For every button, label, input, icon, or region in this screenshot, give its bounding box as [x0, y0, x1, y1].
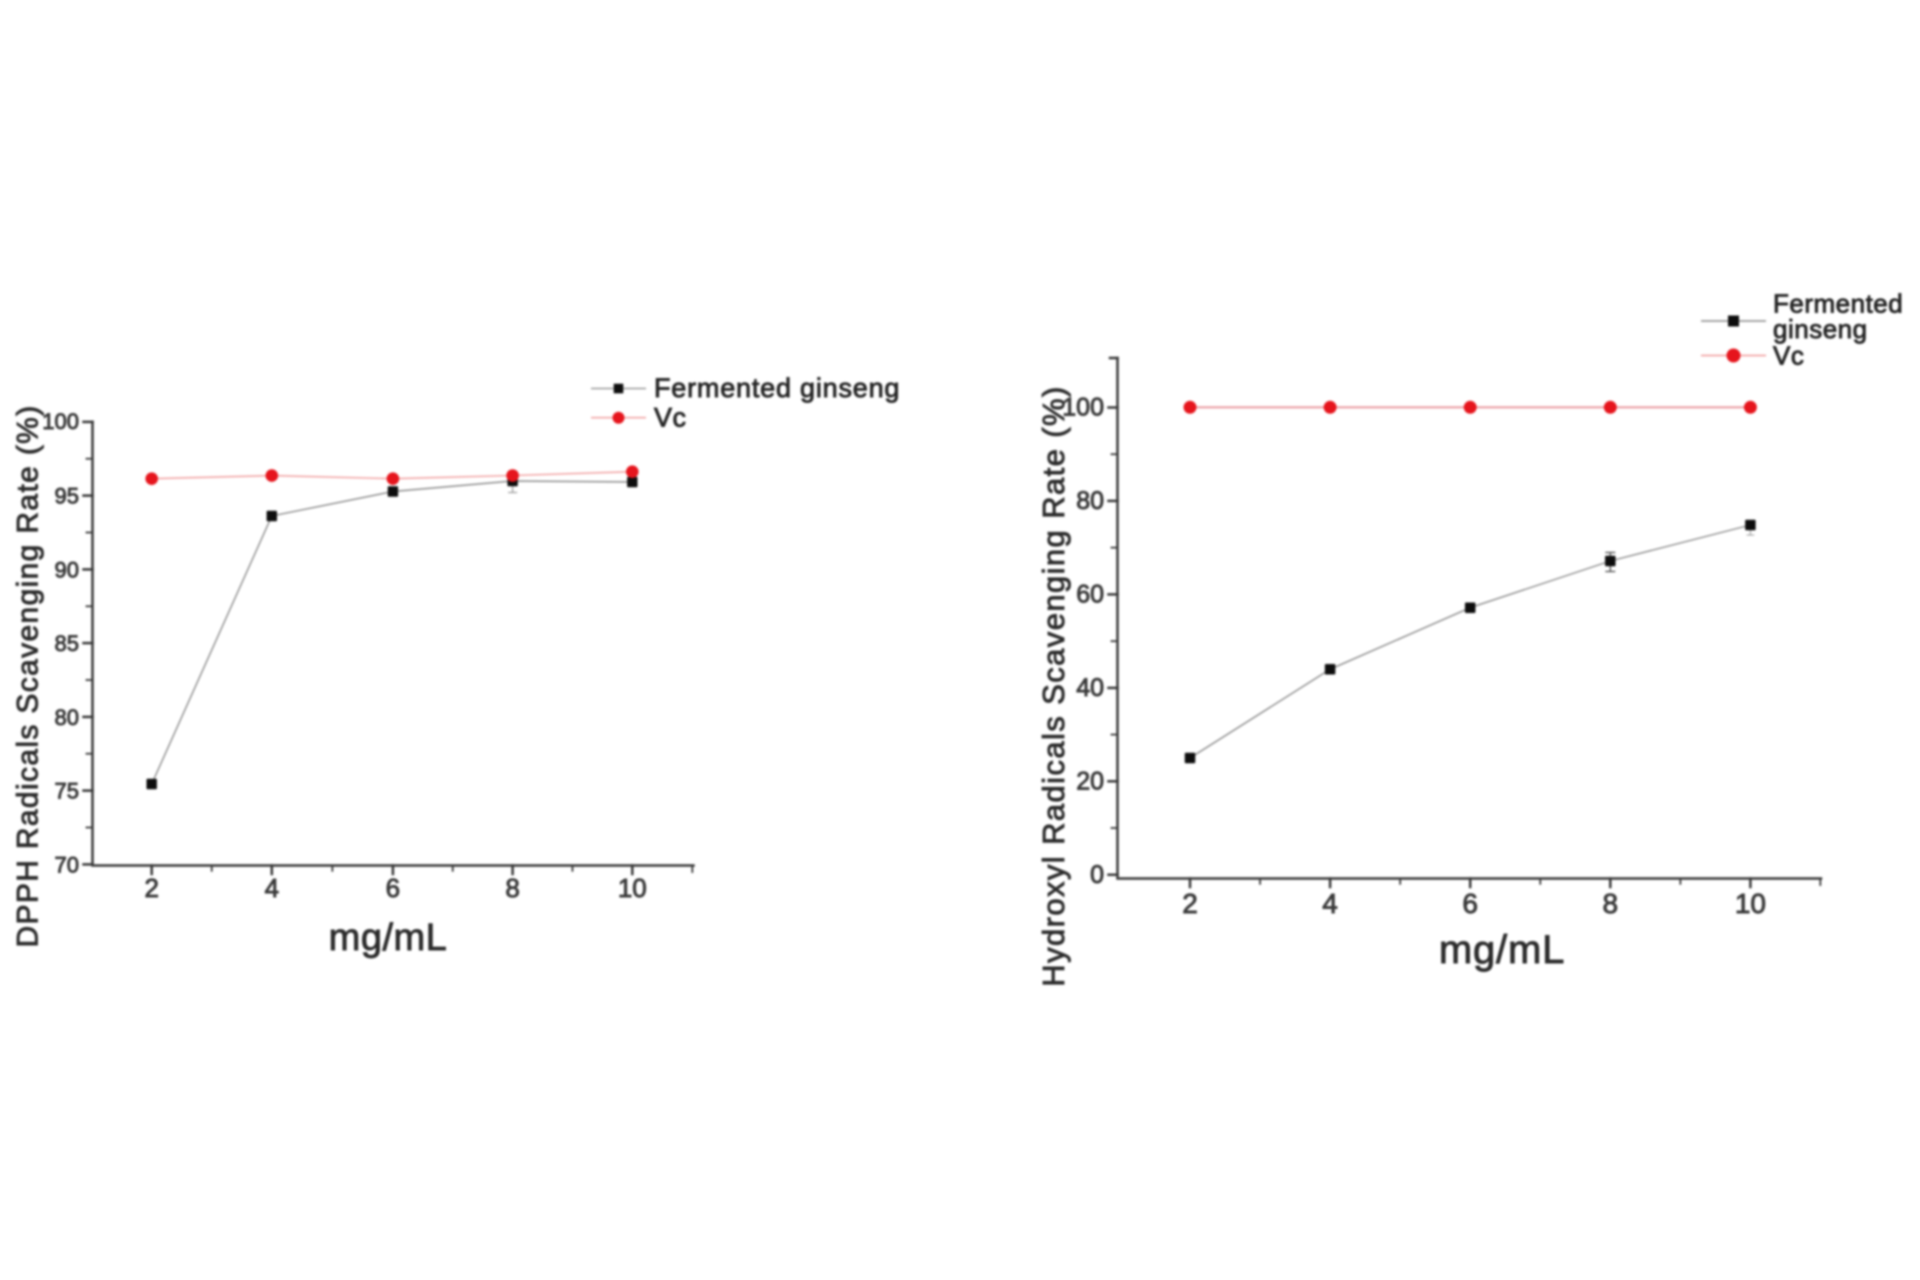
svg-text:90: 90	[55, 557, 79, 582]
svg-text:75: 75	[55, 779, 79, 804]
svg-text:Vc: Vc	[1773, 341, 1804, 371]
svg-text:Fermented: Fermented	[1773, 289, 1903, 319]
svg-text:mg/mL: mg/mL	[1439, 928, 1565, 972]
svg-text:70: 70	[55, 852, 79, 877]
svg-text:20: 20	[1076, 767, 1104, 795]
svg-text:2: 2	[1182, 888, 1198, 919]
svg-text:4: 4	[265, 873, 279, 903]
svg-text:100: 100	[1062, 394, 1104, 422]
svg-text:85: 85	[55, 631, 79, 656]
svg-text:80: 80	[1076, 487, 1104, 515]
svg-text:4: 4	[1322, 888, 1338, 919]
svg-text:ginseng: ginseng	[1773, 314, 1868, 344]
svg-text:95: 95	[55, 484, 79, 509]
svg-text:Vc: Vc	[654, 403, 687, 433]
svg-text:mg/mL: mg/mL	[329, 917, 448, 959]
svg-text:80: 80	[55, 705, 79, 730]
svg-text:0: 0	[1090, 861, 1104, 889]
svg-text:8: 8	[505, 873, 519, 903]
svg-text:2: 2	[144, 873, 158, 903]
svg-text:10: 10	[618, 873, 647, 903]
svg-text:100: 100	[42, 409, 79, 434]
svg-text:6: 6	[1462, 888, 1478, 919]
svg-text:Fermented ginseng: Fermented ginseng	[654, 373, 900, 403]
svg-text:8: 8	[1603, 888, 1619, 919]
svg-text:6: 6	[386, 873, 400, 903]
svg-text:60: 60	[1076, 580, 1104, 608]
svg-text:40: 40	[1076, 674, 1104, 702]
svg-text:10: 10	[1735, 888, 1766, 919]
svg-text:DPPH Radicals Scavenging Rate: DPPH Radicals Scavenging Rate (%)	[12, 404, 45, 947]
svg-text:Hydroxyl Radicals Scavenging R: Hydroxyl Radicals Scavenging Rate (%)	[1036, 385, 1071, 986]
